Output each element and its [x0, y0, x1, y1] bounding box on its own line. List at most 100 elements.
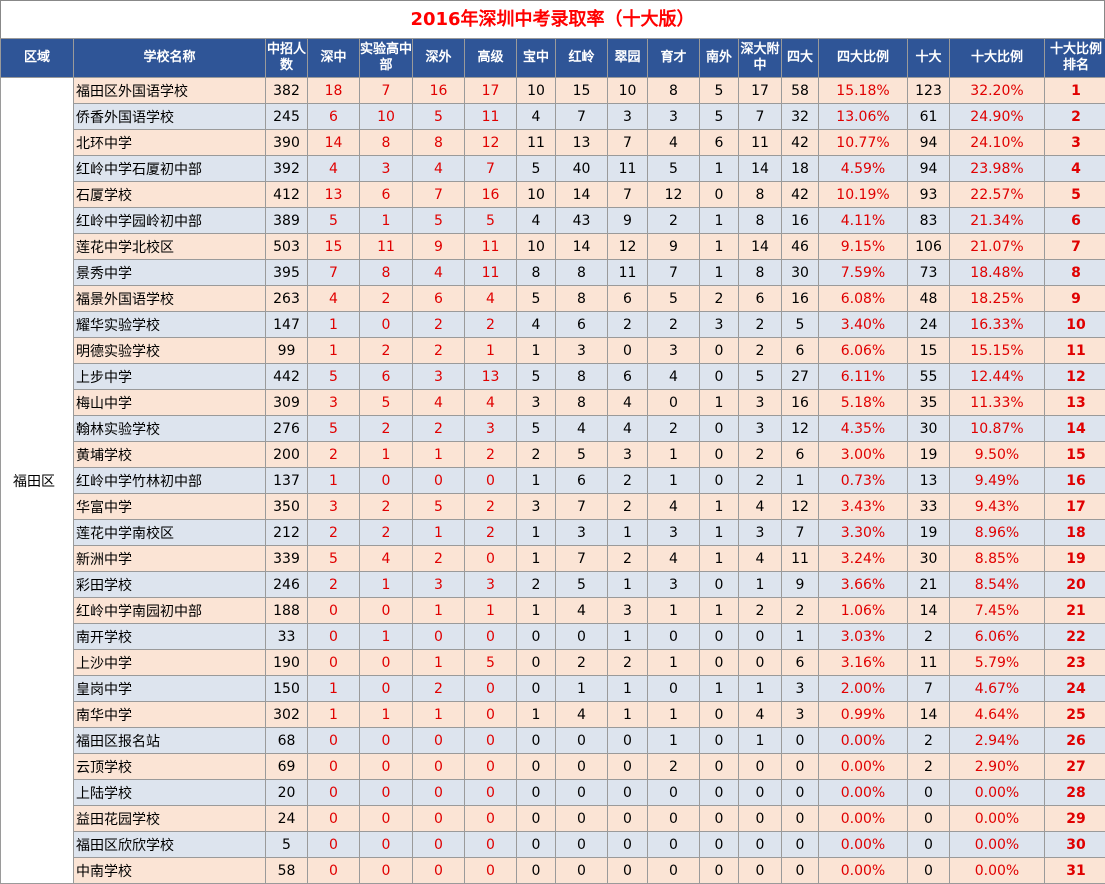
cell-cuiyuan: 1	[607, 623, 648, 650]
cell-shenzhong: 1	[307, 467, 360, 494]
cell-yucai: 0	[647, 675, 700, 702]
cell-shenda: 2	[738, 441, 782, 468]
cell-shiyan: 2	[359, 337, 413, 364]
cell-cuiyuan: 1	[607, 701, 648, 728]
cell-shenda: 2	[738, 337, 782, 364]
cell-enroll: 58	[265, 857, 308, 884]
cell-cuiyuan: 10	[607, 77, 648, 104]
cell-shida-ratio: 24.10%	[949, 129, 1045, 156]
cell-school: 明德实验学校	[73, 337, 266, 364]
cell-baozhong: 0	[516, 649, 556, 676]
table-row: 梅山中学 309 3 5 4 4 3 8 4 0 1 3 16 5.18% 35 11.33% 13	[1, 389, 1105, 416]
cell-school: 中南学校	[73, 857, 266, 884]
cell-shenwai: 2	[412, 415, 465, 442]
cell-nanwai: 0	[699, 415, 739, 442]
cell-shenda: 0	[738, 649, 782, 676]
table-row: 上陆学校 20 0 0 0 0 0 0 0 0 0 0 0 0.00% 0 0.00% 28	[1, 779, 1105, 806]
cell-sida: 0	[781, 753, 819, 780]
table-row: 华富中学 350 3 2 5 2 3 7 2 4 1 4 12 3.43% 33 9.43% 17	[1, 493, 1105, 520]
cell-baozhong: 0	[516, 805, 556, 832]
cell-shida: 94	[907, 155, 950, 182]
cell-shiyan: 0	[359, 753, 413, 780]
cell-shida: 0	[907, 805, 950, 832]
cell-shenzhong: 0	[307, 857, 360, 884]
table-row: 南华中学 302 1 1 1 0 1 4 1 1 0 4 3 0.99% 14 4.64% 25	[1, 701, 1105, 728]
cell-baozhong: 3	[516, 493, 556, 520]
cell-sida: 1	[781, 467, 819, 494]
cell-enroll: 309	[265, 389, 308, 416]
cell-sida: 12	[781, 493, 819, 520]
cell-baozhong: 4	[516, 103, 556, 130]
cell-yucai: 3	[647, 103, 700, 130]
cell-gaoji: 0	[464, 467, 517, 494]
cell-sida-ratio: 6.11%	[818, 363, 908, 390]
cell-shenwai: 0	[412, 727, 465, 754]
cell-gaoji: 0	[464, 857, 517, 884]
cell-shiyan: 1	[359, 701, 413, 728]
cell-sida-ratio: 0.73%	[818, 467, 908, 494]
cell-shiyan: 1	[359, 571, 413, 598]
cell-shida: 19	[907, 519, 950, 546]
col-header-region: 区域	[0, 38, 74, 78]
cell-school: 耀华实验学校	[73, 311, 266, 338]
table-title: 2016年深圳中考录取率（十大版）	[0, 0, 1105, 38]
col-header-shida: 十大	[907, 38, 950, 78]
cell-enroll: 99	[265, 337, 308, 364]
cell-cuiyuan: 2	[607, 493, 648, 520]
cell-yucai: 1	[647, 701, 700, 728]
cell-cuiyuan: 2	[607, 649, 648, 676]
cell-shida-ratio: 8.54%	[949, 571, 1045, 598]
table-row: 福田区报名站 68 0 0 0 0 0 0 0 1 0 1 0 0.00% 2 2.94% 26	[1, 727, 1105, 754]
cell-hongling: 1	[555, 675, 608, 702]
table-row: 中南学校 58 0 0 0 0 0 0 0 0 0 0 0 0.00% 0 0.00% 31	[1, 857, 1105, 884]
cell-rank: 14	[1044, 415, 1105, 442]
cell-sida-ratio: 3.16%	[818, 649, 908, 676]
cell-sida: 16	[781, 207, 819, 234]
table-row: 福田区欣欣学校 5 0 0 0 0 0 0 0 0 0 0 0 0.00% 0 0.00% 30	[1, 831, 1105, 858]
cell-shida-ratio: 9.43%	[949, 493, 1045, 520]
cell-yucai: 2	[647, 311, 700, 338]
cell-hongling: 8	[555, 363, 608, 390]
table-row: 北环中学 390 14 8 8 12 11 13 7 4 6 11 42 10.77% 94 24.10% 3	[1, 129, 1105, 156]
cell-rank: 24	[1044, 675, 1105, 702]
cell-nanwai: 1	[699, 207, 739, 234]
cell-shida: 93	[907, 181, 950, 208]
cell-shiyan: 5	[359, 389, 413, 416]
cell-sida-ratio: 3.03%	[818, 623, 908, 650]
cell-shenda: 2	[738, 311, 782, 338]
cell-shida-ratio: 12.44%	[949, 363, 1045, 390]
table-row: 石厦学校 412 13 6 7 16 10 14 7 12 0 8 42 10.19% 93 22.57% 5	[1, 181, 1105, 208]
cell-shenwai: 1	[412, 597, 465, 624]
cell-cuiyuan: 2	[607, 545, 648, 572]
cell-rank: 9	[1044, 285, 1105, 312]
cell-cuiyuan: 2	[607, 311, 648, 338]
cell-shenda: 5	[738, 363, 782, 390]
cell-gaoji: 7	[464, 155, 517, 182]
col-header-nanwai: 南外	[699, 38, 739, 78]
cell-shenzhong: 4	[307, 285, 360, 312]
table-row: 景秀中学 395 7 8 4 11 8 8 11 7 1 8 30 7.59% 73 18.48% 8	[1, 259, 1105, 286]
cell-baozhong: 0	[516, 779, 556, 806]
cell-shida-ratio: 24.90%	[949, 103, 1045, 130]
cell-shiyan: 4	[359, 545, 413, 572]
cell-rank: 22	[1044, 623, 1105, 650]
table-row: 福景外国语学校 263 4 2 6 4 5 8 6 5 2 6 16 6.08% 48 18.25% 9	[1, 285, 1105, 312]
cell-shenwai: 0	[412, 753, 465, 780]
cell-sida: 6	[781, 649, 819, 676]
cell-sida-ratio: 3.24%	[818, 545, 908, 572]
cell-sida: 11	[781, 545, 819, 572]
cell-shenda: 14	[738, 233, 782, 260]
col-header-yucai: 育才	[647, 38, 700, 78]
cell-rank: 12	[1044, 363, 1105, 390]
cell-sida: 5	[781, 311, 819, 338]
cell-shida-ratio: 21.07%	[949, 233, 1045, 260]
cell-shenzhong: 1	[307, 701, 360, 728]
cell-hongling: 8	[555, 285, 608, 312]
cell-school: 黄埔学校	[73, 441, 266, 468]
cell-sida: 6	[781, 441, 819, 468]
cell-gaoji: 0	[464, 701, 517, 728]
cell-shida: 14	[907, 701, 950, 728]
cell-shenwai: 6	[412, 285, 465, 312]
cell-nanwai: 2	[699, 285, 739, 312]
cell-shenzhong: 0	[307, 623, 360, 650]
